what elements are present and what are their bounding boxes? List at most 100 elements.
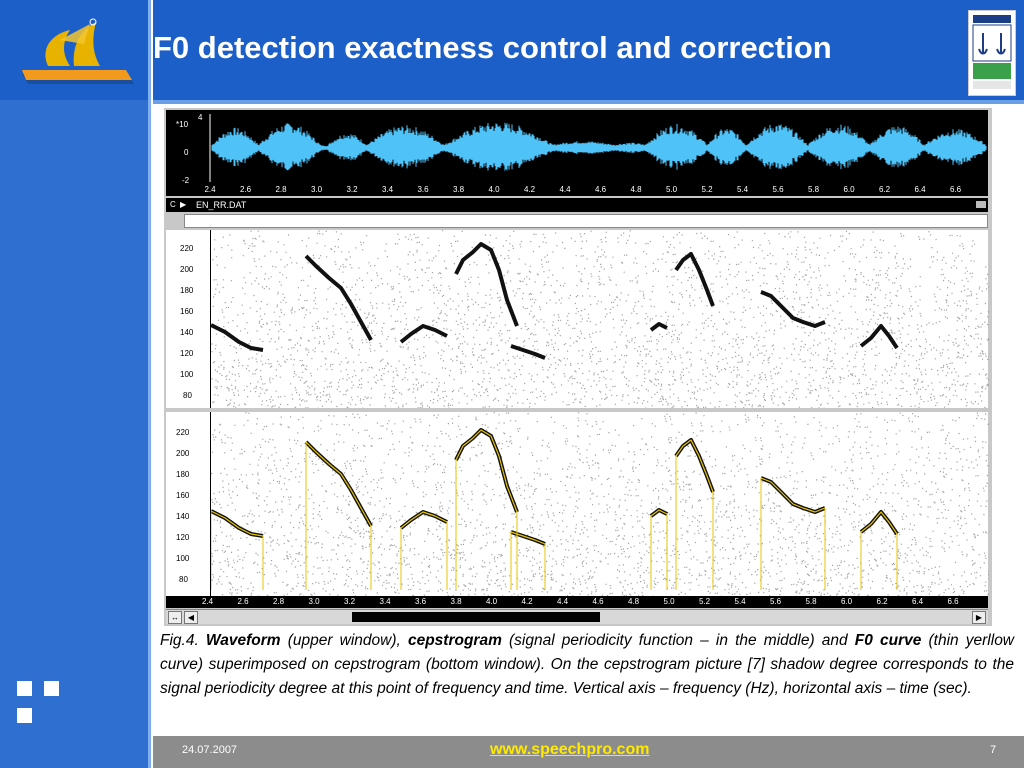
footer-website-link[interactable]: www.speechpro.com (490, 741, 650, 758)
page-number: 7 (990, 744, 997, 756)
waveform-time-tick: 6.0 (843, 185, 855, 194)
footer-date: 24.07.2007 (182, 744, 238, 756)
cepstrogram-yaxis: 220 200 180 160 140 120 100 80 (166, 230, 211, 408)
left-sidebar (0, 0, 148, 768)
scroll-right-arrow-icon[interactable]: ▶ (972, 611, 986, 624)
logo-emblem-icon (22, 18, 134, 84)
waveform-time-tick: 5.2 (701, 185, 713, 194)
caption-text-1: (upper window), (280, 632, 408, 649)
speech-analysis-figure: *10 4 0 -2 2.4 2.6 2.8 3.0 3.2 3.4 3.6 3.8 4.0 4.… (164, 108, 992, 626)
cepstrogram-pitch-trace (454, 242, 519, 327)
f0-ytick: 160 (176, 491, 190, 500)
cepstrogram-pitch-trace (399, 324, 448, 344)
cepstrogram-noise-texture (211, 230, 989, 408)
footer-bar (153, 736, 1024, 768)
decorative-square (44, 681, 59, 696)
caption-term-cepstrogram: cepstrogram (407, 632, 502, 649)
time-axis-tick: 3.4 (379, 597, 391, 606)
time-axis-tick: 6.6 (947, 597, 959, 606)
waveform-time-tick: 4.6 (595, 185, 607, 194)
time-axis-tick: 6.2 (876, 597, 888, 606)
decorative-square (17, 681, 32, 696)
caption-prefix: Fig.4. (160, 632, 206, 649)
time-axis-tick: 5.4 (734, 597, 746, 606)
waveform-time-tick: 4.2 (524, 185, 536, 194)
cep-ytick: 140 (180, 328, 194, 337)
f0-pitch-shadow (304, 440, 373, 527)
sidebar-divider-light (151, 0, 153, 768)
f0-panel-yaxis: 220 200 180 160 140 120 100 80 (166, 412, 211, 596)
time-axis-tick: 2.4 (202, 597, 214, 606)
f0-pitch-shadow (454, 428, 519, 513)
waveform-time-tick: 6.4 (914, 185, 926, 194)
waveform-time-tick: 5.0 (666, 185, 678, 194)
scroll-both-icon[interactable]: ↔ (168, 611, 182, 624)
cep-ytick: 220 (180, 244, 194, 253)
cepstrogram-pitch-trace (211, 323, 264, 352)
waveform-trace (211, 122, 987, 171)
time-axis-tick: 3.0 (308, 597, 320, 606)
waveform-time-tick: 2.8 (275, 185, 287, 194)
cep-ytick: 180 (180, 286, 194, 295)
waveform-time-tick: 4.0 (488, 185, 500, 194)
file-name-label: EN_RR.DAT (196, 200, 247, 210)
f0-curve (455, 429, 518, 513)
waveform-time-tick: 3.2 (346, 185, 358, 194)
page-title: F0 detection exactness control and corre… (153, 30, 832, 65)
waveform-plot: 2.4 2.6 2.8 3.0 3.2 3.4 3.6 3.8 4.0 4.2 4.4 4.6 4.8 5… (204, 114, 987, 194)
f0-ytick: 100 (176, 554, 190, 563)
waveform-time-tick: 6.6 (950, 185, 962, 194)
waveform-time-tick: 5.8 (808, 185, 820, 194)
cepstrogram-pitch-trace (510, 344, 546, 360)
time-axis-tick: 3.6 (415, 597, 427, 606)
title-underline (153, 100, 1024, 104)
time-axis-tick: 4.8 (628, 597, 640, 606)
time-axis-tick: 2.8 (273, 597, 285, 606)
waveform-time-tick: 3.6 (417, 185, 429, 194)
time-axis-tick: 2.6 (237, 597, 249, 606)
f0-pitch-shadow (399, 510, 448, 530)
caption-term-waveform: Waveform (205, 632, 281, 649)
cepstrogram-pitch-trace (760, 290, 826, 328)
horizontal-scrollbar[interactable]: ↔ ◀ ▶ (166, 609, 988, 624)
caption-term-f0: F0 curve (854, 632, 922, 649)
time-axis-tick: 5.6 (770, 597, 782, 606)
time-axis-tick: 5.8 (805, 597, 817, 606)
scroll-left-arrow-icon[interactable]: ◀ (184, 611, 198, 624)
time-axis-tick: 5.0 (663, 597, 675, 606)
f0-plot (211, 412, 989, 596)
figure-caption: Fig.4. Waveform (upper window), cepstrog… (160, 629, 1014, 701)
window-corner-label: C (170, 200, 176, 209)
cep-ytick: 100 (180, 370, 194, 379)
time-axis-tick: 4.2 (521, 597, 533, 606)
time-axis-tick: 4.0 (486, 597, 498, 606)
waveform-time-tick: 6.2 (879, 185, 891, 194)
caption-text-3: (thin yerllow curve) superimposed on cep… (160, 632, 1015, 697)
waveform-time-tick: 5.4 (737, 185, 749, 194)
waveform-time-tick: 3.4 (382, 185, 394, 194)
time-axis-tick: 6.0 (841, 597, 853, 606)
f0-ytick: 180 (176, 470, 190, 479)
waveform-time-tick: 2.4 (204, 185, 216, 194)
time-axis-tick: 5.2 (699, 597, 711, 606)
waveform-time-tick: 4.8 (630, 185, 642, 194)
time-axis-tick: 4.4 (557, 597, 569, 606)
waveform-scale-label: *10 (176, 120, 189, 129)
f0-curve (675, 439, 714, 493)
waveform-panel: *10 4 0 -2 2.4 2.6 2.8 3.0 3.2 3.4 3.6 3.8 4.0 4.… (166, 110, 988, 196)
arrow-right-icon[interactable]: ▶ (180, 200, 187, 209)
cep-ytick: 200 (180, 265, 194, 274)
f0-ytick: 220 (176, 428, 190, 437)
time-axis-tick: 3.8 (450, 597, 462, 606)
scrollbar-thumb[interactable] (352, 612, 600, 622)
company-logo (0, 0, 148, 100)
time-axis-tick: 4.6 (592, 597, 604, 606)
cepstrogram-noise-texture (211, 412, 989, 596)
f0-cepstrogram-panel: 220 200 180 160 140 120 100 80 (166, 412, 989, 596)
time-axis-tick: 3.2 (344, 597, 356, 606)
f0-curve (211, 510, 264, 537)
f0-ytick: 120 (176, 533, 190, 542)
f0-curve (650, 509, 668, 517)
f0-curve (760, 477, 826, 513)
window-menu-button[interactable] (976, 201, 986, 208)
